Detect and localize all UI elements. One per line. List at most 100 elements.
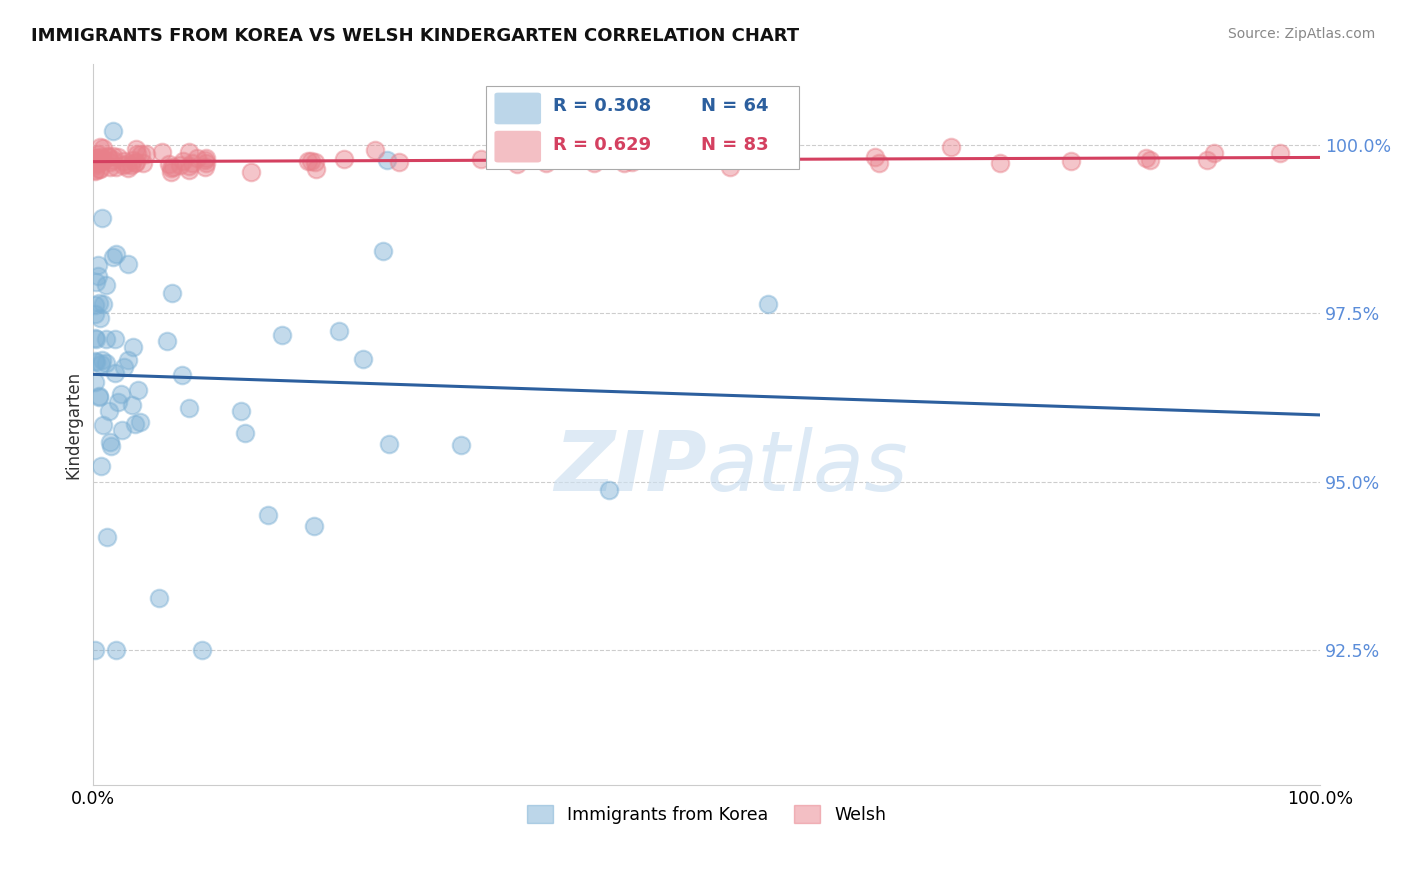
Point [621, 155, 644, 169]
Point [302, 518, 325, 533]
Point [124, 156, 146, 170]
Point [157, 157, 180, 171]
Point [91, 417, 114, 432]
Point [83, 307, 105, 321]
Point [117, 352, 139, 367]
Point [111, 423, 134, 437]
Point [170, 368, 193, 383]
Point [271, 327, 294, 342]
Point [1060, 154, 1083, 169]
Point [90, 459, 112, 474]
Point [87, 147, 110, 161]
Point [124, 417, 146, 431]
Point [104, 160, 127, 174]
Point [131, 156, 153, 170]
Point [148, 591, 170, 606]
Point [91, 353, 114, 368]
Point [100, 439, 122, 453]
Point [613, 156, 636, 170]
Point [988, 156, 1011, 170]
Point [135, 146, 157, 161]
Point [86, 155, 108, 169]
Point [104, 332, 127, 346]
Point [110, 386, 132, 401]
Point [117, 161, 139, 176]
Text: N = 64: N = 64 [700, 97, 768, 115]
Point [86, 259, 108, 273]
Point [160, 285, 183, 300]
Point [83, 154, 105, 169]
Point [98, 160, 121, 174]
FancyBboxPatch shape [486, 86, 799, 169]
Point [125, 154, 148, 169]
Point [169, 158, 191, 172]
Point [328, 324, 350, 338]
Point [377, 153, 399, 168]
Point [506, 156, 529, 170]
Text: ZIP: ZIP [554, 427, 707, 508]
Point [103, 250, 125, 264]
Point [388, 154, 411, 169]
Point [89, 311, 111, 326]
Point [87, 296, 110, 310]
Point [91, 297, 114, 311]
Point [121, 153, 143, 168]
Point [583, 156, 606, 170]
Point [195, 151, 218, 165]
Text: N = 83: N = 83 [700, 136, 768, 154]
Point [332, 153, 354, 167]
Point [96, 529, 118, 543]
Point [1135, 151, 1157, 165]
Point [98, 154, 121, 169]
Y-axis label: Kindergarten: Kindergarten [65, 370, 82, 479]
Point [107, 395, 129, 409]
Point [87, 390, 110, 404]
Point [84, 332, 107, 346]
Point [111, 157, 134, 171]
Point [194, 153, 217, 168]
Point [117, 257, 139, 271]
Point [1195, 153, 1218, 167]
Point [98, 435, 121, 450]
Point [89, 140, 111, 154]
Point [179, 401, 201, 416]
Point [83, 156, 105, 170]
Point [83, 331, 105, 345]
Point [172, 154, 194, 169]
Point [91, 153, 114, 168]
Point [240, 165, 263, 179]
Point [83, 155, 105, 169]
Point [91, 154, 114, 169]
Point [124, 143, 146, 157]
Point [304, 155, 326, 169]
Point [470, 153, 492, 167]
Point [83, 643, 105, 657]
Point [101, 153, 124, 167]
Point [83, 162, 105, 177]
Point [87, 389, 110, 403]
Point [90, 357, 112, 371]
Point [863, 151, 886, 165]
Point [756, 296, 779, 310]
Point [160, 161, 183, 176]
FancyBboxPatch shape [495, 131, 541, 162]
Text: R = 0.308: R = 0.308 [554, 97, 651, 115]
Text: atlas: atlas [707, 427, 908, 508]
Point [120, 158, 142, 172]
Point [129, 147, 152, 161]
Point [1268, 146, 1291, 161]
Point [101, 124, 124, 138]
Point [104, 247, 127, 261]
Point [91, 211, 114, 225]
Point [94, 332, 117, 346]
Point [160, 165, 183, 179]
Point [90, 150, 112, 164]
Point [868, 155, 890, 169]
Point [104, 366, 127, 380]
Point [195, 156, 218, 170]
Point [97, 150, 120, 164]
Point [121, 398, 143, 412]
Point [155, 334, 177, 349]
Point [233, 426, 256, 441]
Point [83, 164, 105, 178]
